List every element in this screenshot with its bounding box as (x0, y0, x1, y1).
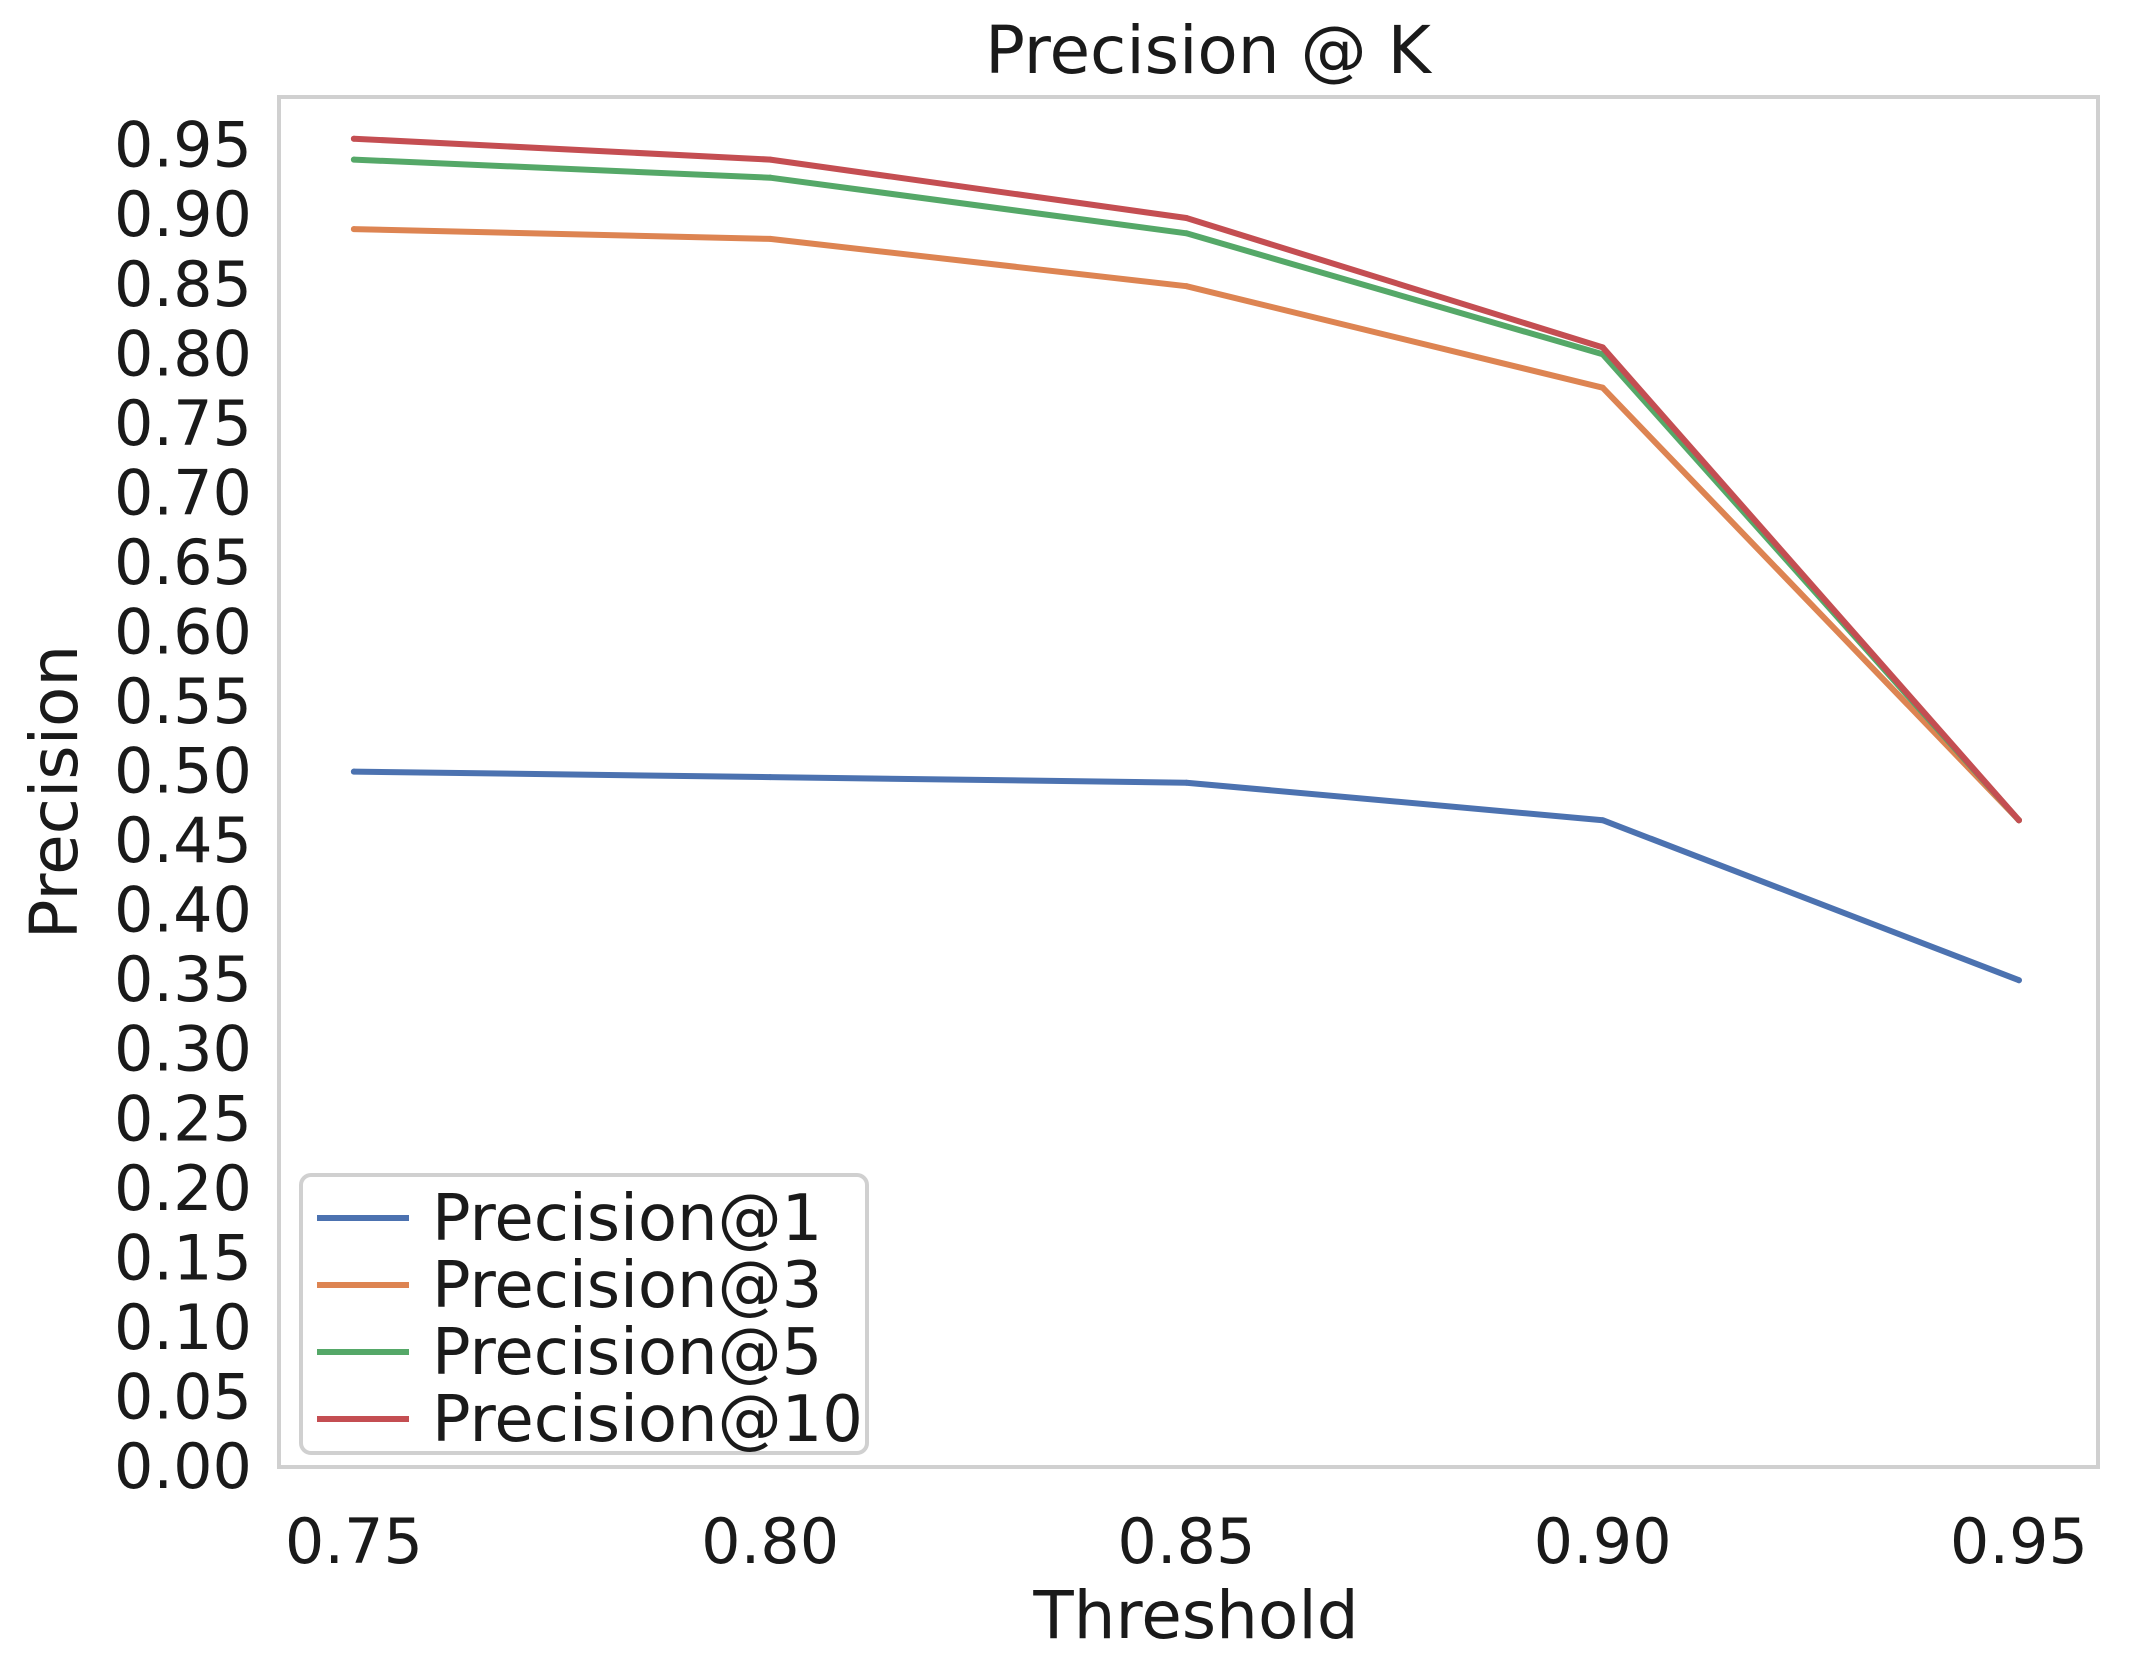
y-tick-label: 0.55 (114, 665, 252, 738)
data-point (767, 156, 774, 163)
y-tick-label: 0.80 (114, 317, 252, 390)
data-point (2015, 817, 2022, 824)
data-point (1599, 344, 1606, 351)
y-tick-label: 0.25 (114, 1082, 252, 1155)
y-tick-label: 0.30 (114, 1013, 252, 1086)
x-tick-label: 0.75 (285, 1505, 423, 1578)
y-tick-label: 0.50 (114, 735, 252, 808)
y-tick-label: 0.70 (114, 456, 252, 529)
y-tick-label: 0.05 (114, 1360, 252, 1433)
y-tick-labels: 0.000.050.100.150.200.250.300.350.400.45… (114, 109, 252, 1503)
series-lines (350, 135, 2022, 984)
legend-label: Precision@5 (432, 1316, 822, 1390)
data-point (1599, 384, 1606, 391)
data-point (350, 768, 357, 775)
y-tick-label: 0.60 (114, 595, 252, 668)
legend: Precision@1Precision@3Precision@5Precisi… (299, 1173, 869, 1457)
series-line-precision-at-10 (350, 135, 2022, 824)
y-tick-label: 0.45 (114, 804, 252, 877)
data-point (767, 174, 774, 181)
legend-label: Precision@3 (432, 1249, 822, 1323)
y-tick-label: 0.85 (114, 248, 252, 321)
y-tick-label: 0.65 (114, 526, 252, 599)
data-point (767, 774, 774, 781)
y-tick-label: 0.95 (114, 109, 252, 182)
legend-label: Precision@10 (432, 1383, 863, 1457)
x-tick-label: 0.80 (701, 1505, 839, 1578)
x-tick-label: 0.85 (1117, 1505, 1255, 1578)
y-tick-label: 0.00 (114, 1430, 252, 1503)
data-point (2015, 977, 2022, 984)
plot-frame (277, 95, 2100, 1469)
y-tick-label: 0.35 (114, 943, 252, 1016)
series-line-precision-at-5 (350, 156, 2022, 824)
data-point (350, 156, 357, 163)
x-tick-labels: 0.75 0.80 0.85 0.90 0.95 (285, 1505, 2088, 1578)
series-line-precision-at-3 (350, 226, 2022, 824)
y-tick-label: 0.10 (114, 1291, 252, 1364)
data-point (767, 235, 774, 242)
x-axis-label: Threshold (1032, 1577, 1358, 1654)
data-point (1183, 215, 1190, 222)
y-tick-label: 0.75 (114, 387, 252, 460)
data-point (1183, 283, 1190, 290)
data-point (1183, 230, 1190, 237)
series-line-precision-at-1 (350, 768, 2022, 984)
x-tick-label: 0.90 (1534, 1505, 1672, 1578)
y-tick-label: 0.90 (114, 178, 252, 251)
y-tick-label: 0.15 (114, 1221, 252, 1294)
data-point (350, 135, 357, 142)
legend-label: Precision@1 (432, 1182, 822, 1256)
chart-title: Precision @ K (985, 12, 1432, 89)
y-axis-label: Precision (16, 645, 93, 940)
x-tick-label: 0.95 (1950, 1505, 2088, 1578)
data-point (350, 226, 357, 233)
data-point (1599, 817, 1606, 824)
legend-frame (299, 1173, 869, 1455)
data-point (1183, 779, 1190, 786)
y-tick-label: 0.20 (114, 1152, 252, 1225)
y-tick-label: 0.40 (114, 874, 252, 947)
